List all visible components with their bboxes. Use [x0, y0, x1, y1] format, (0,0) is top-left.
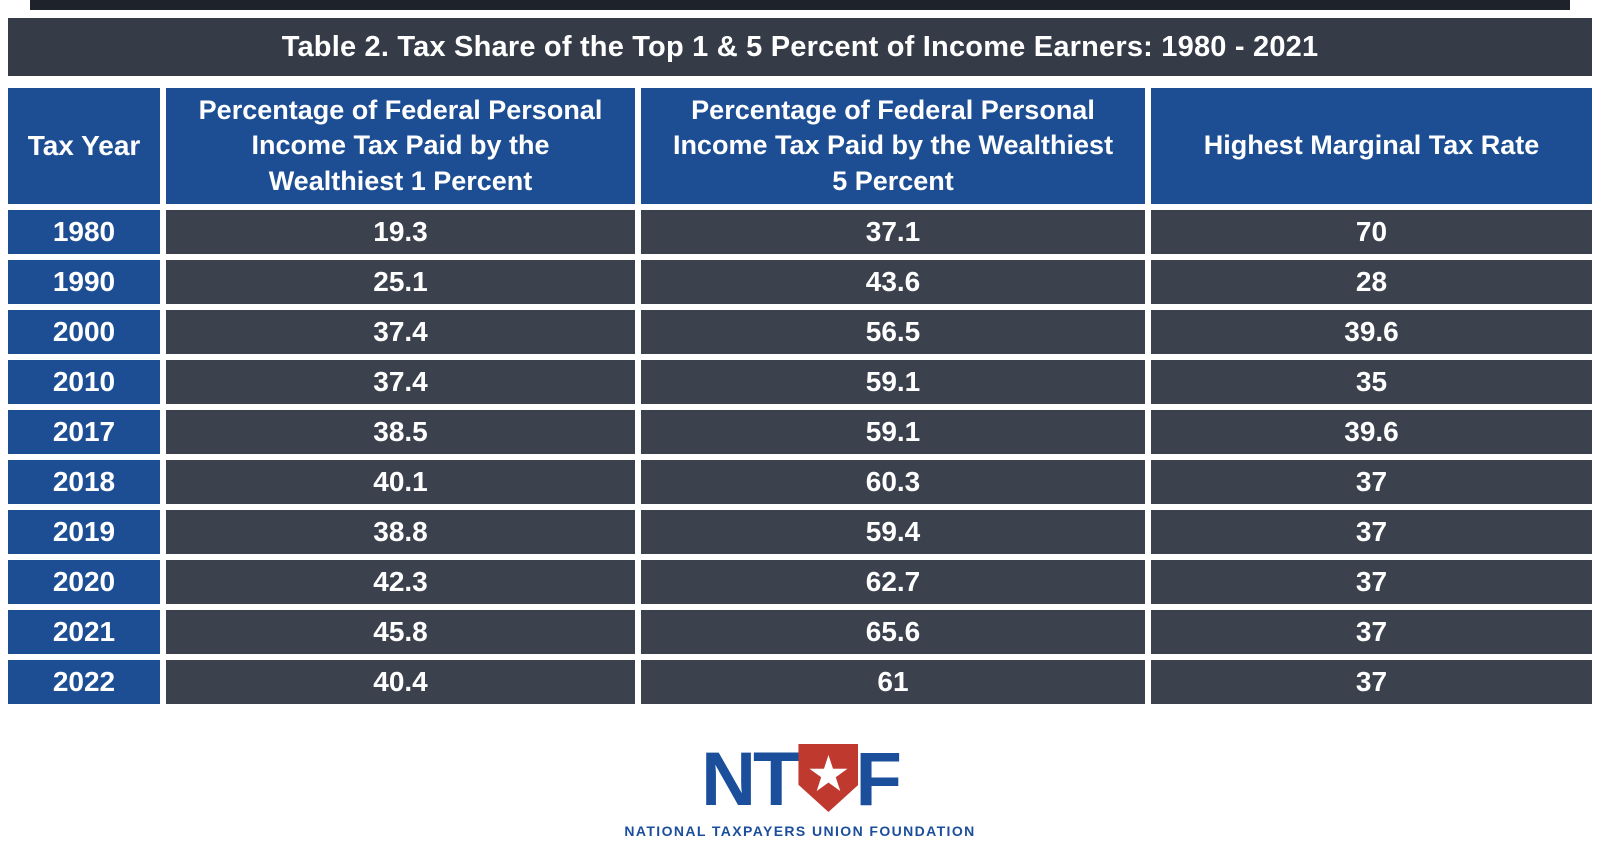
value-cell: 37.4: [166, 360, 635, 404]
value-cell: 28: [1151, 260, 1592, 304]
value-cell: 37.1: [641, 210, 1145, 254]
top-border-bar: [30, 0, 1570, 10]
year-cell: 2010: [8, 360, 160, 404]
value-cell: 70: [1151, 210, 1592, 254]
table-row: 2017 38.5 59.1 39.6: [8, 410, 1592, 454]
value-cell: 19.3: [166, 210, 635, 254]
logo-letters-nt: NT: [701, 737, 799, 822]
value-cell: 38.8: [166, 510, 635, 554]
header-highest-marginal-rate: Highest Marginal Tax Rate: [1151, 88, 1592, 204]
value-cell: 59.1: [641, 410, 1145, 454]
shield-star-icon: ★: [798, 744, 859, 812]
year-cell: 1990: [8, 260, 160, 304]
table-row: 2010 37.4 59.1 35: [8, 360, 1592, 404]
table-row: 1980 19.3 37.1 70: [8, 210, 1592, 254]
value-cell: 59.1: [641, 360, 1145, 404]
value-cell: 25.1: [166, 260, 635, 304]
tax-share-table: Tax Year Percentage of Federal Personal …: [8, 88, 1592, 710]
value-cell: 61: [641, 660, 1145, 704]
logo-tagline: NATIONAL TAXPAYERS UNION FOUNDATION: [624, 823, 976, 839]
value-cell: 40.1: [166, 460, 635, 504]
value-cell: 35: [1151, 360, 1592, 404]
year-cell: 2019: [8, 510, 160, 554]
header-tax-year: Tax Year: [8, 88, 160, 204]
year-cell: 2018: [8, 460, 160, 504]
header-pct-wealthiest-1: Percentage of Federal Personal Income Ta…: [166, 88, 635, 204]
table-row: 2018 40.1 60.3 37: [8, 460, 1592, 504]
table-row: 1990 25.1 43.6 28: [8, 260, 1592, 304]
value-cell: 60.3: [641, 460, 1145, 504]
table-header-row: Tax Year Percentage of Federal Personal …: [8, 88, 1592, 204]
star-icon: ★: [808, 750, 849, 799]
value-cell: 62.7: [641, 560, 1145, 604]
value-cell: 37: [1151, 610, 1592, 654]
value-cell: 37: [1151, 510, 1592, 554]
table-row: 2000 37.4 56.5 39.6: [8, 310, 1592, 354]
header-pct-wealthiest-5: Percentage of Federal Personal Income Ta…: [641, 88, 1145, 204]
value-cell: 40.4: [166, 660, 635, 704]
logo-letter-f: F: [855, 737, 901, 822]
table-body: 1980 19.3 37.1 70 1990 25.1 43.6 28 2000 37.4 56.5…: [8, 210, 1592, 704]
value-cell: 65.6: [641, 610, 1145, 654]
ntuf-logo: NT ★ F NATIONAL TAXPAYERS UNION FOUNDATI…: [0, 737, 1600, 840]
value-cell: 59.4: [641, 510, 1145, 554]
table-row: 2021 45.8 65.6 37: [8, 610, 1592, 654]
value-cell: 37: [1151, 660, 1592, 704]
table-row: 2019 38.8 59.4 37: [8, 510, 1592, 554]
year-cell: 2000: [8, 310, 160, 354]
value-cell: 37.4: [166, 310, 635, 354]
value-cell: 37: [1151, 460, 1592, 504]
value-cell: 39.6: [1151, 310, 1592, 354]
table-title: Table 2. Tax Share of the Top 1 & 5 Perc…: [8, 18, 1592, 76]
value-cell: 37: [1151, 560, 1592, 604]
table-row: 2022 40.4 61 37: [8, 660, 1592, 704]
value-cell: 38.5: [166, 410, 635, 454]
value-cell: 39.6: [1151, 410, 1592, 454]
year-cell: 2022: [8, 660, 160, 704]
year-cell: 2021: [8, 610, 160, 654]
table-row: 2020 42.3 62.7 37: [8, 560, 1592, 604]
value-cell: 43.6: [641, 260, 1145, 304]
year-cell: 1980: [8, 210, 160, 254]
year-cell: 2020: [8, 560, 160, 604]
value-cell: 42.3: [166, 560, 635, 604]
value-cell: 56.5: [641, 310, 1145, 354]
ntuf-logo-wordmark: NT ★ F: [701, 737, 902, 822]
value-cell: 45.8: [166, 610, 635, 654]
year-cell: 2017: [8, 410, 160, 454]
